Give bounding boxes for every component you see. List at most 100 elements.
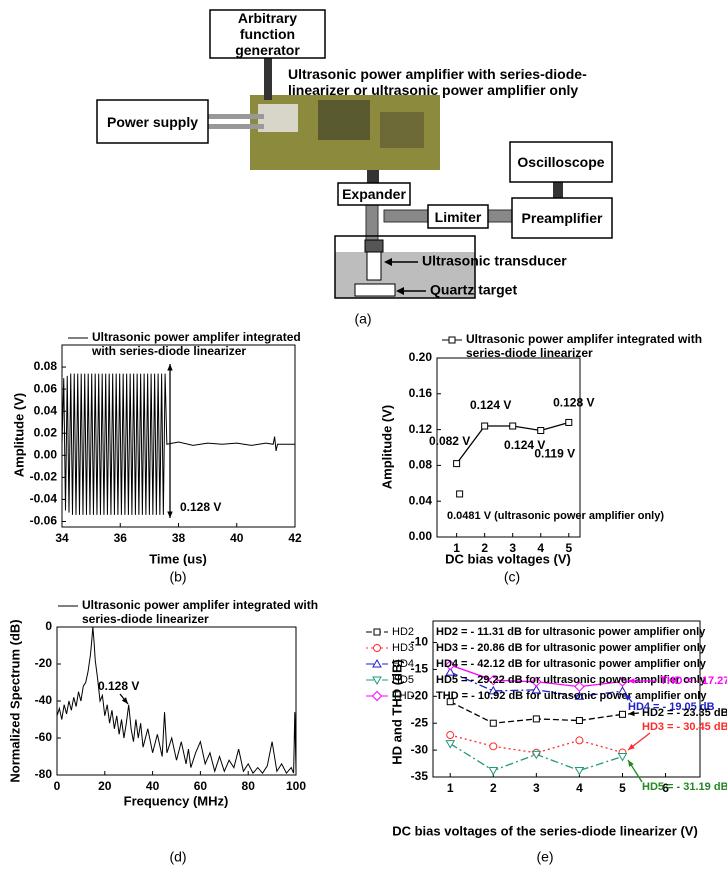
value-label: 0.124 V	[470, 398, 511, 412]
y-tick-label: -60	[35, 730, 53, 744]
marker	[488, 674, 499, 686]
y-tick-label: 0.06	[34, 381, 58, 395]
legend-label: HD2	[392, 626, 414, 638]
y-tick-label: -30	[411, 742, 429, 756]
transducer	[366, 251, 382, 281]
y-tick-label: -20	[35, 656, 53, 670]
marker	[509, 422, 517, 430]
y-tick-label: -10	[411, 635, 429, 649]
marker	[531, 684, 542, 694]
plot-frame	[56, 626, 297, 776]
x-axis-label: DC bias voltages of the series-diode lin…	[392, 823, 698, 838]
marker	[617, 676, 628, 687]
marker	[373, 644, 381, 652]
y-tick-label: 0	[45, 619, 52, 633]
value-label: 0.082 V	[429, 434, 470, 448]
x-tick-label: 80	[242, 779, 256, 793]
tank	[334, 235, 476, 299]
marker	[531, 750, 542, 760]
x-tick-label: 3	[509, 541, 516, 555]
note: HD3 = - 20.86 dB for ultrasonic power am…	[436, 642, 707, 654]
x-axis-label: DC bias voltages (V)	[445, 551, 571, 566]
y-tick-label: 0.08	[409, 458, 433, 472]
y-tick-label: -35	[411, 769, 429, 783]
legend-label-box: Ultrasonic power amplifer integrated wit…	[466, 332, 703, 360]
series-line	[449, 671, 623, 697]
box	[337, 182, 411, 206]
marker	[489, 719, 497, 727]
marker	[575, 717, 583, 725]
arrowhead	[167, 511, 173, 518]
x-tick-label: 4	[576, 781, 583, 795]
annotation: HD4 = - 19.05 dB	[628, 701, 715, 713]
x-axis-label: Frequency (MHz)	[124, 793, 229, 808]
connector	[367, 170, 379, 183]
panel-label: (a)	[354, 311, 371, 327]
marker	[618, 710, 626, 718]
marker	[617, 753, 628, 762]
marker	[537, 426, 545, 434]
y-axis-label: Amplitude (V)	[11, 393, 26, 478]
y-tick-label: 0.02	[34, 425, 58, 439]
arrowhead	[396, 287, 404, 295]
legend-label: Ultrasonic power amplifer integrated wit…	[92, 330, 301, 358]
y-axis-label: Normalized Spectrum (dB)	[7, 619, 22, 782]
arrowhead	[121, 697, 128, 704]
legend-label: Ultrasonic power amplifer integrated wit…	[466, 332, 703, 360]
series-line	[56, 626, 297, 775]
marker	[489, 742, 498, 751]
diagram: Arbitrary function generator Ultrasonic …	[96, 9, 613, 327]
marker	[372, 658, 382, 668]
marker	[488, 685, 499, 695]
marker	[446, 731, 455, 740]
legend-label: THD	[392, 690, 415, 702]
marker	[446, 698, 454, 706]
y-axis-label: HD and THD (dB)	[389, 659, 404, 764]
y-tick-label: -0.02	[30, 470, 58, 484]
annotation: THD = - 17.27 dB	[660, 675, 727, 687]
x-tick-label: 3	[533, 781, 540, 795]
plot-frame	[436, 357, 581, 538]
box-text: Oscilloscope	[517, 154, 605, 170]
box-label: Preamplifier	[522, 210, 603, 226]
arrowhead	[628, 743, 635, 750]
note: Ultrasonic power amplifier with series-d…	[288, 66, 587, 98]
x-axis-label: Time (us)	[149, 551, 207, 566]
x-tick-label: 60	[194, 779, 208, 793]
x-tick-label: 1	[447, 781, 454, 795]
x-tick-label: 34	[55, 531, 69, 545]
marker	[445, 659, 456, 671]
transducer-head	[364, 239, 384, 253]
cable	[365, 204, 379, 241]
x-tick-label: 0	[54, 779, 61, 793]
x-tick-label: 2	[481, 541, 488, 555]
annotation: HD5 = - 31.19 dB	[642, 781, 727, 793]
box-label: Expander	[342, 186, 406, 202]
value-label: 0.119 V	[534, 447, 575, 461]
annotation: HD2 = - 23.35 dB	[642, 707, 727, 719]
x-tick-label: 100	[286, 779, 306, 793]
cable	[264, 58, 272, 100]
box	[509, 141, 613, 183]
y-tick-label: -0.04	[30, 492, 58, 506]
y-tick-label: 0.16	[409, 386, 433, 400]
marker	[448, 336, 456, 344]
annotation: 0.128 V	[180, 500, 221, 514]
y-tick-label: 0.04	[409, 493, 433, 507]
note: HD4 = - 42.12 dB for ultrasonic power am…	[436, 658, 707, 670]
y-tick-label: -40	[35, 693, 53, 707]
marker	[488, 767, 499, 776]
marker	[481, 422, 489, 430]
marker	[531, 676, 542, 687]
x-tick-label: 42	[288, 531, 302, 545]
marker	[456, 490, 464, 498]
cable	[383, 209, 429, 223]
x-tick-label: 5	[619, 781, 626, 795]
quartz-target	[354, 283, 396, 297]
box	[511, 197, 613, 239]
note: HD5 = - 29.22 dB for ultrasonic power am…	[436, 674, 707, 686]
y-tick-label: 0.04	[34, 403, 58, 417]
x-tick-label: 1	[453, 541, 460, 555]
panel-label: (c)	[504, 569, 520, 585]
arrowhead	[384, 258, 392, 266]
